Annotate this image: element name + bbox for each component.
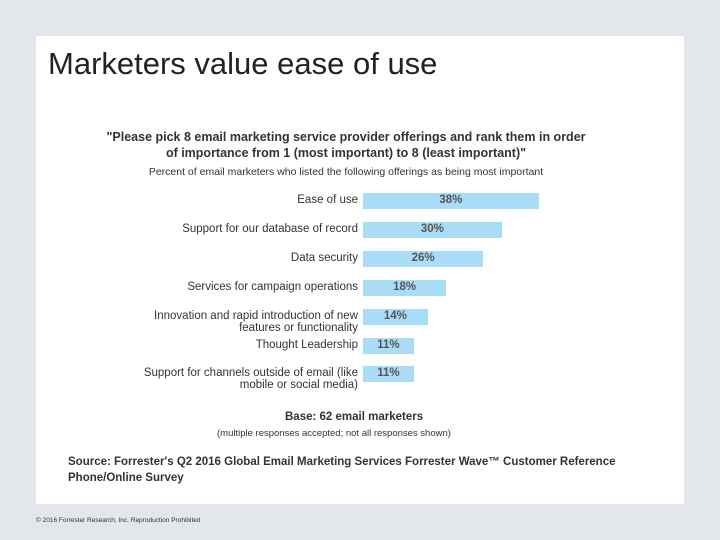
bar-value-label: 14% xyxy=(383,309,407,322)
chart-source: Source: Forrester's Q2 2016 Global Email… xyxy=(68,456,616,484)
category-label: Thought Leadership xyxy=(255,338,358,351)
bar xyxy=(363,337,414,354)
slide: Marketers value ease of use "Please pick… xyxy=(36,36,684,504)
bar xyxy=(363,308,428,325)
chart-subtitle: Percent of email marketers who listed th… xyxy=(148,166,544,178)
chart-base-note: (multiple responses accepted; not all re… xyxy=(217,428,451,439)
category-label: Innovation and rapid introduction of new… xyxy=(154,309,358,334)
bar xyxy=(363,250,484,267)
bar-value-label: 11% xyxy=(377,367,400,380)
bar xyxy=(363,221,502,238)
bar-value-label: 38% xyxy=(439,194,463,206)
bar xyxy=(363,279,447,296)
bar-value-label: 30% xyxy=(420,222,444,235)
chart-question: "Please pick 8 email marketing service p… xyxy=(106,130,586,160)
category-label: Data security xyxy=(290,251,358,264)
bar-value-label: 26% xyxy=(411,251,435,264)
bar-value-label: 11% xyxy=(377,338,400,351)
chart-base: Base: 62 email marketers xyxy=(285,411,424,423)
bar xyxy=(363,193,539,209)
category-label: Support for our database of record xyxy=(182,222,358,235)
bar-value-label: 18% xyxy=(393,280,417,293)
category-label: Ease of use xyxy=(297,194,358,206)
category-label: Services for campaign operations xyxy=(187,280,358,293)
category-label: Support for channels outside of email (l… xyxy=(143,367,358,392)
bar xyxy=(363,366,414,383)
slide-title: Marketers value ease of use xyxy=(48,46,438,81)
copyright-footer: © 2016 Forrester Research, Inc. Reproduc… xyxy=(36,517,201,524)
